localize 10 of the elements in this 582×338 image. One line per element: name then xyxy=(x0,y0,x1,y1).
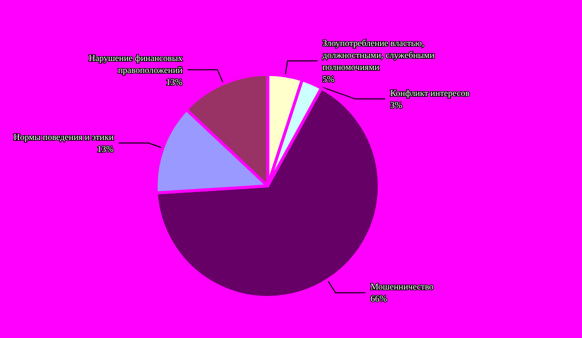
data-label: 13% xyxy=(166,76,183,87)
data-label: 3% xyxy=(390,100,403,110)
slice-label: Злоупотребление властью, должностными, служебными полномочиями xyxy=(322,38,435,72)
slice-label: Нормы поведения и этики xyxy=(13,132,114,142)
slice-label: Мошенничество xyxy=(370,282,434,292)
slice-label: Конфликт интересов xyxy=(390,88,470,98)
data-label: 13% xyxy=(97,144,114,154)
data-label: 5% xyxy=(322,74,336,84)
slice-label: Нарушение финансовых правоположений xyxy=(88,52,183,75)
data-label: 66% xyxy=(370,294,388,304)
